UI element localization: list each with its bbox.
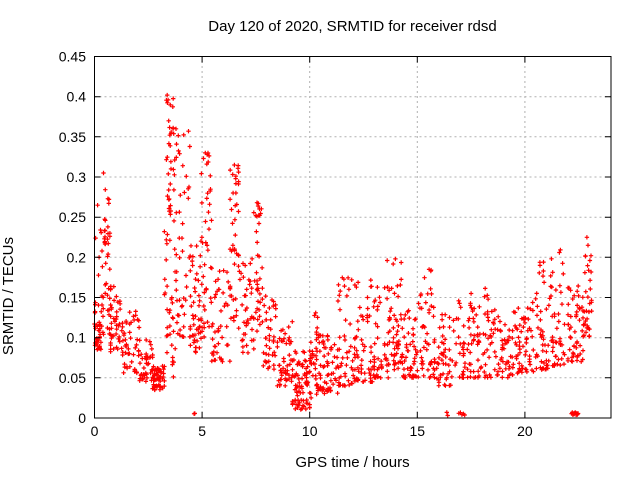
y-tick-label: 0.05 bbox=[59, 370, 86, 386]
y-tick-label: 0.3 bbox=[67, 169, 87, 185]
axis-tick-marks bbox=[94, 56, 611, 419]
x-tick-label: 0 bbox=[91, 423, 99, 439]
y-tick-label: 0 bbox=[78, 410, 86, 426]
y-tick-label: 0.15 bbox=[59, 290, 86, 306]
x-tick-label: 5 bbox=[198, 423, 206, 439]
plot-border bbox=[94, 56, 612, 419]
data-points-srmtid bbox=[92, 92, 594, 418]
x-tick-label: 15 bbox=[410, 423, 426, 439]
y-tick-label: 0.2 bbox=[67, 249, 87, 265]
chart-title: Day 120 of 2020, SRMTID for receiver rds… bbox=[208, 18, 497, 35]
x-tick-label: 20 bbox=[517, 423, 533, 439]
x-axis-label: GPS time / hours bbox=[295, 454, 410, 471]
y-tick-label: 0.1 bbox=[67, 330, 87, 346]
y-tick-label: 0.45 bbox=[59, 49, 86, 65]
x-tick-label: 10 bbox=[302, 423, 318, 439]
y-tick-label: 0.4 bbox=[67, 89, 87, 105]
y-tick-label: 0.25 bbox=[59, 209, 86, 225]
y-tick-label: 0.35 bbox=[59, 129, 86, 145]
